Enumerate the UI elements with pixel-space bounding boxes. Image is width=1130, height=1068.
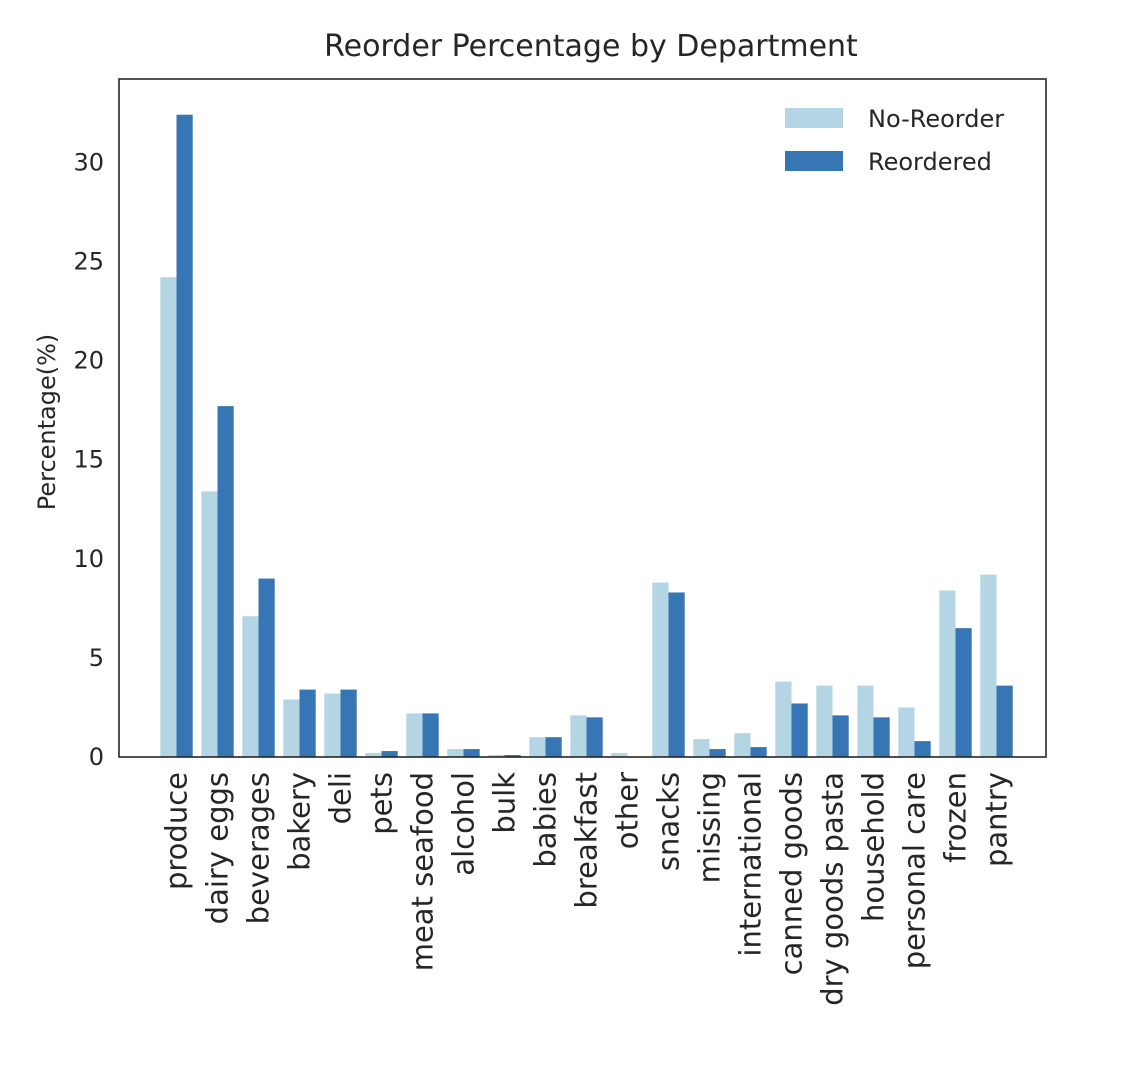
y-tick-label: 15: [73, 446, 104, 474]
bars-group: [160, 114, 1013, 758]
bar-no-reorder-pantry: [980, 574, 997, 757]
bar-reordered-produce: [176, 114, 193, 758]
bar-reordered-bulk: [504, 755, 521, 757]
x-tick-label: dry goods pasta: [816, 772, 850, 1006]
bar-reordered-frozen: [955, 628, 972, 757]
bar-no-reorder-other: [611, 753, 628, 757]
bar-no-reorder-personal-care: [898, 707, 915, 757]
bar-reordered-babies: [545, 737, 562, 757]
x-tick-label: canned goods: [775, 772, 809, 975]
x-tick-label: deli: [324, 772, 358, 824]
y-tick-label: 10: [73, 545, 104, 573]
x-tick-label: dairy eggs: [201, 772, 235, 924]
y-tick-label: 0: [89, 743, 104, 771]
bar-no-reorder-dry-goods-pasta: [816, 685, 833, 757]
bar-no-reorder-missing: [693, 739, 710, 757]
bar-reordered-missing: [709, 749, 726, 757]
bar-reordered-meat-seafood: [422, 713, 439, 757]
bar-reordered-dry-goods-pasta: [832, 715, 849, 757]
x-tick-label: international: [734, 772, 768, 957]
bar-no-reorder-household: [857, 685, 874, 757]
bar-no-reorder-bulk: [488, 755, 505, 757]
x-tick-label: other: [611, 772, 645, 849]
x-tick-label: meat seafood: [406, 772, 440, 971]
bar-reordered-personal-care: [914, 741, 931, 757]
bar-no-reorder-alcohol: [447, 749, 464, 757]
legend-label: No-Reorder: [868, 105, 1004, 133]
bar-reordered-breakfast: [586, 717, 603, 757]
x-tick-label: alcohol: [447, 772, 481, 876]
bar-reordered-pets: [381, 751, 398, 757]
bar-reordered-canned-goods: [791, 703, 808, 757]
legend-swatch: [785, 108, 843, 128]
x-tick-label: produce: [160, 772, 194, 890]
bar-no-reorder-meat-seafood: [406, 713, 423, 757]
bar-no-reorder-breakfast: [570, 715, 587, 757]
bar-no-reorder-produce: [160, 277, 177, 757]
y-tick-label: 5: [89, 644, 104, 672]
y-axis-label: Percentage(%): [33, 334, 61, 511]
bar-reordered-dairy-eggs: [217, 406, 234, 757]
bar-no-reorder-bakery: [283, 699, 300, 757]
bar-reordered-pantry: [996, 685, 1013, 757]
x-tick-label: missing: [693, 772, 727, 883]
bar-reordered-snacks: [668, 592, 685, 757]
x-tick-label: babies: [529, 772, 563, 868]
y-tick-label: 30: [73, 148, 104, 176]
bar-reordered-household: [873, 717, 890, 757]
x-tick-label: pets: [365, 772, 399, 835]
x-tick-label: bulk: [488, 772, 522, 834]
x-tick-label: breakfast: [570, 772, 604, 909]
bar-no-reorder-beverages: [242, 616, 259, 757]
plot-frame: [118, 78, 1047, 758]
bar-no-reorder-international: [734, 733, 751, 757]
bar-reordered-deli: [340, 689, 357, 757]
bar-no-reorder-pets: [365, 753, 382, 757]
bar-no-reorder-frozen: [939, 590, 956, 757]
y-tick-label: 25: [73, 247, 104, 275]
bar-no-reorder-dairy-eggs: [201, 491, 218, 757]
x-tick-label: pantry: [980, 772, 1014, 867]
bar-no-reorder-babies: [529, 737, 546, 757]
y-tick-label: 20: [73, 347, 104, 375]
legend: No-Reorder Reordered: [785, 105, 1004, 176]
x-tick-label: bakery: [283, 772, 317, 871]
chart-title: Reorder Percentage by Department: [324, 29, 858, 64]
x-tick-label: snacks: [652, 772, 686, 871]
x-axis-ticks: produce dairy eggs beverages bakery deli pets…: [160, 772, 1014, 1006]
bar-reordered-beverages: [258, 578, 275, 757]
x-tick-label: beverages: [242, 772, 276, 924]
bar-no-reorder-canned-goods: [775, 681, 792, 757]
x-tick-label: personal care: [898, 772, 932, 969]
legend-swatch: [785, 151, 843, 171]
x-tick-label: household: [857, 772, 891, 922]
bar-reordered-bakery: [299, 689, 316, 757]
y-axis-ticks: 0 5 10 15 20 25 30: [73, 148, 104, 771]
bar-no-reorder-deli: [324, 693, 341, 757]
bar-reordered-alcohol: [463, 749, 480, 757]
legend-label: Reordered: [868, 148, 992, 176]
bar-no-reorder-snacks: [652, 582, 669, 757]
x-tick-label: frozen: [939, 772, 973, 863]
bar-reordered-international: [750, 747, 767, 757]
